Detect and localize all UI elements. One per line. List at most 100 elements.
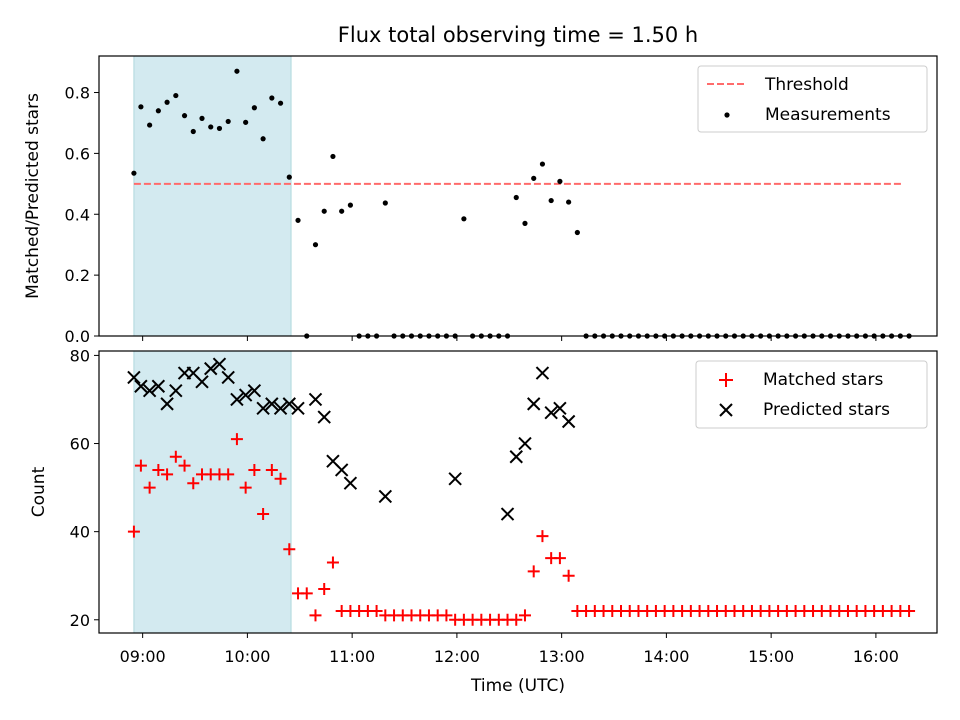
matched-star-point xyxy=(274,472,287,485)
matched-star-point xyxy=(326,556,339,569)
predicted-star-point xyxy=(195,375,209,389)
measurement-point xyxy=(277,100,284,106)
measurement-point xyxy=(522,220,528,226)
matched-star-point xyxy=(161,468,174,481)
y-tick-label: 80 xyxy=(70,346,90,365)
y-tick-label: 0.8 xyxy=(65,84,90,103)
predicted-star-point xyxy=(527,397,541,411)
measurement-point xyxy=(566,199,572,205)
predicted-star-point xyxy=(221,370,235,385)
predicted-stars-legend-label: Predicted stars xyxy=(763,400,890,420)
measurement-point xyxy=(513,194,519,201)
measurement-point xyxy=(295,217,301,223)
measurement-point xyxy=(382,200,388,206)
x-tick-label: 16:00 xyxy=(853,647,899,666)
x-tick-label: 12:00 xyxy=(434,647,480,666)
predicted-star-point xyxy=(535,366,550,380)
measurement-point xyxy=(548,197,554,204)
matched-star-point xyxy=(440,609,453,622)
measurement-point xyxy=(251,105,257,111)
predicted-star-point xyxy=(343,476,358,490)
matched-star-point xyxy=(283,543,296,556)
predicted-star-point xyxy=(317,410,331,424)
predicted-star-point xyxy=(291,401,305,415)
matched-star-point xyxy=(127,525,140,538)
measurement-point xyxy=(312,242,319,248)
chart-star-counts: 20 40 60 80 09:00 10:00 11:00 12:00 13:00 14:00 1… xyxy=(29,346,938,696)
predicted-star-point xyxy=(308,392,323,407)
measurement-point xyxy=(339,208,345,214)
measurement-point xyxy=(234,68,240,74)
predicted-star-point xyxy=(230,392,244,407)
predicted-star-point xyxy=(134,379,148,393)
y-axis-ticks: 0.0 0.2 0.4 0.6 0.8 xyxy=(65,84,99,346)
measurement-point xyxy=(269,95,275,101)
measurement-point xyxy=(321,208,327,214)
predicted-star-point xyxy=(204,361,218,376)
x-tick-label: 13:00 xyxy=(539,647,585,666)
y-axis-label: Matched/Predicted stars xyxy=(23,93,43,299)
matched-star-point xyxy=(248,463,261,476)
measurements-points xyxy=(131,68,912,339)
measurement-point xyxy=(164,99,170,105)
measurement-point xyxy=(131,170,137,176)
predicted-star-point xyxy=(212,357,227,371)
plot-frame xyxy=(98,350,938,634)
measurement-point xyxy=(155,108,161,114)
measurement-point xyxy=(461,216,467,222)
predicted-star-point xyxy=(247,383,262,398)
predicted-stars-points xyxy=(127,357,576,521)
matched-stars-legend-swatch xyxy=(719,373,733,387)
measurement-point xyxy=(147,122,153,128)
y-tick-label: 0.6 xyxy=(65,144,90,163)
predicted-star-point xyxy=(378,489,393,504)
predicted-star-point xyxy=(500,507,515,521)
y-axis-label: Count xyxy=(29,466,49,517)
legend: Threshold Measurements xyxy=(697,65,928,133)
measurements-legend-swatch xyxy=(724,112,730,118)
measurement-point xyxy=(574,229,580,236)
predicted-star-point xyxy=(273,401,288,415)
predicted-star-point xyxy=(256,401,270,415)
matched-star-point xyxy=(239,481,252,494)
matched-star-point xyxy=(134,459,147,472)
predicted-star-point xyxy=(334,463,349,477)
measurement-point xyxy=(330,153,336,160)
predicted-star-point xyxy=(265,397,279,411)
x-tick-label: 11:00 xyxy=(329,647,375,666)
matched-star-point xyxy=(510,613,523,626)
x-tick-label: 10:00 xyxy=(224,647,270,666)
measurement-point xyxy=(286,174,292,180)
matched-stars-legend-label: Matched stars xyxy=(763,370,883,390)
legend: Matched stars Predicted stars xyxy=(695,360,928,429)
measurement-point xyxy=(347,202,353,208)
matched-star-point xyxy=(152,463,165,476)
predicted-star-point xyxy=(151,379,166,393)
matched-star-point xyxy=(257,508,270,521)
predicted-star-point xyxy=(160,397,174,411)
measurements-legend-label: Measurements xyxy=(765,105,891,125)
measurement-point xyxy=(531,175,537,181)
y-tick-label: 60 xyxy=(70,435,90,454)
measurement-point xyxy=(539,161,546,167)
x-tick-label: 09:00 xyxy=(120,647,166,666)
matched-star-point xyxy=(309,609,322,622)
matched-star-point xyxy=(300,587,313,600)
measurement-point xyxy=(181,113,188,119)
y-tick-label: 0.2 xyxy=(65,266,90,285)
predicted-star-point xyxy=(127,370,141,385)
matched-star-point xyxy=(230,433,243,446)
matched-star-point xyxy=(265,463,278,476)
predicted-star-point xyxy=(544,405,558,420)
legend-frame xyxy=(695,360,928,429)
y-tick-label: 0.0 xyxy=(65,327,90,346)
observing-window-span xyxy=(133,350,292,634)
measurement-point xyxy=(225,118,231,125)
predicted-star-point xyxy=(509,450,523,464)
measurement-point xyxy=(260,136,266,142)
measurement-point xyxy=(557,178,563,184)
chart-flux-ratio: Flux total observing time = 1.50 h 0.00.… xyxy=(23,23,938,346)
predicted-star-point xyxy=(553,401,567,415)
y-tick-label: 40 xyxy=(70,523,90,542)
